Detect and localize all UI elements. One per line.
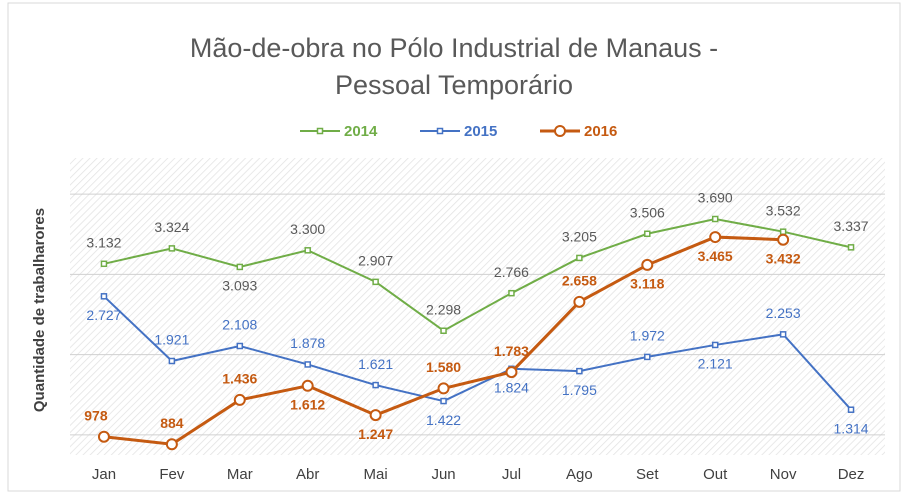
- data-label: 978: [84, 407, 108, 423]
- marker: [847, 406, 855, 413]
- marker: [641, 258, 654, 271]
- data-label: 3.432: [766, 250, 801, 266]
- data-label: 884: [160, 415, 184, 431]
- data-label: 1.972: [630, 328, 665, 344]
- marker: [100, 260, 108, 268]
- marker: [97, 430, 110, 443]
- legend-marker: [316, 127, 324, 135]
- marker: [847, 244, 855, 251]
- marker: [372, 278, 379, 286]
- data-label: 3.324: [154, 219, 189, 235]
- data-label: 2.108: [222, 317, 257, 333]
- marker: [573, 295, 586, 308]
- data-label: 3.093: [222, 278, 257, 294]
- x-tick-label: Mar: [227, 466, 253, 483]
- marker: [233, 393, 246, 406]
- series-line: [103, 295, 852, 411]
- marker: [236, 263, 244, 271]
- marker: [644, 353, 651, 361]
- marker: [505, 366, 518, 379]
- marker: [644, 230, 651, 238]
- data-label: 3.132: [86, 234, 121, 250]
- marker: [709, 231, 722, 244]
- y-axis-label: Quantidade de trabalharores: [31, 208, 48, 412]
- x-tick-label: Mai: [364, 466, 388, 483]
- plot-area: [70, 158, 885, 455]
- data-label: 3.465: [698, 248, 733, 264]
- marker: [508, 289, 515, 297]
- data-label: 1.612: [290, 397, 325, 413]
- data-label: 1.795: [562, 382, 597, 398]
- marker: [100, 293, 108, 300]
- marker: [236, 342, 244, 350]
- marker: [440, 397, 447, 405]
- marker: [304, 247, 311, 254]
- legend-label: 2015: [464, 123, 497, 140]
- marker: [777, 233, 790, 246]
- data-label: 1.314: [834, 420, 869, 436]
- data-label: 2.727: [86, 307, 121, 323]
- marker: [440, 327, 447, 334]
- legend-marker: [436, 127, 444, 135]
- data-label: 1.783: [494, 343, 529, 359]
- data-label: 1.621: [358, 356, 393, 372]
- marker: [576, 367, 583, 375]
- marker: [711, 341, 719, 349]
- marker: [168, 357, 176, 365]
- chart-title: Mão-de-obra no Pólo Industrial de Manaus…: [189, 33, 719, 100]
- data-label: 1.422: [426, 412, 461, 428]
- marker: [168, 245, 176, 252]
- marker: [711, 215, 719, 223]
- legend-marker: [554, 125, 566, 137]
- x-tick-label: Out: [703, 466, 728, 483]
- marker: [779, 228, 787, 235]
- x-tick-label: Jul: [502, 466, 521, 483]
- x-tick-label: Set: [636, 466, 659, 483]
- marker: [369, 409, 382, 422]
- legend-label: 2016: [584, 123, 617, 140]
- x-tick-label: Dez: [838, 466, 865, 483]
- x-tick-label: Abr: [296, 466, 319, 483]
- data-label: 3.506: [630, 204, 665, 220]
- data-label: 3.337: [834, 218, 869, 234]
- data-label: 3.118: [630, 276, 664, 292]
- data-label: 1.878: [290, 335, 325, 351]
- marker: [576, 254, 583, 262]
- x-tick-label: Fev: [159, 466, 185, 483]
- data-label: 3.205: [562, 229, 597, 245]
- data-label: 2.121: [698, 356, 733, 372]
- x-tick-label: Nov: [770, 466, 797, 483]
- x-tick-label: Jun: [431, 466, 455, 483]
- marker: [372, 381, 379, 389]
- data-label: 2.298: [426, 301, 461, 317]
- data-label: 1.247: [358, 426, 393, 442]
- data-label: 1.824: [494, 379, 529, 395]
- data-label: 1.436: [222, 371, 257, 387]
- legend-label: 2014: [344, 123, 378, 140]
- data-label: 3.532: [766, 202, 801, 218]
- data-label: 1.921: [154, 332, 189, 348]
- marker: [304, 361, 311, 368]
- data-label: 2.766: [494, 264, 529, 280]
- x-tick-label: Jan: [92, 466, 116, 483]
- marker: [437, 382, 450, 395]
- data-label: 1.580: [426, 359, 461, 375]
- data-label: 2.658: [562, 273, 597, 289]
- data-label: 2.907: [358, 253, 393, 269]
- marker: [301, 379, 314, 392]
- data-label: 3.690: [698, 190, 733, 206]
- x-tick-label: Ago: [566, 466, 593, 483]
- data-label: 3.300: [290, 221, 325, 237]
- series-line: [103, 217, 852, 332]
- marker: [779, 331, 787, 338]
- data-label: 2.253: [766, 305, 801, 321]
- marker: [165, 438, 178, 451]
